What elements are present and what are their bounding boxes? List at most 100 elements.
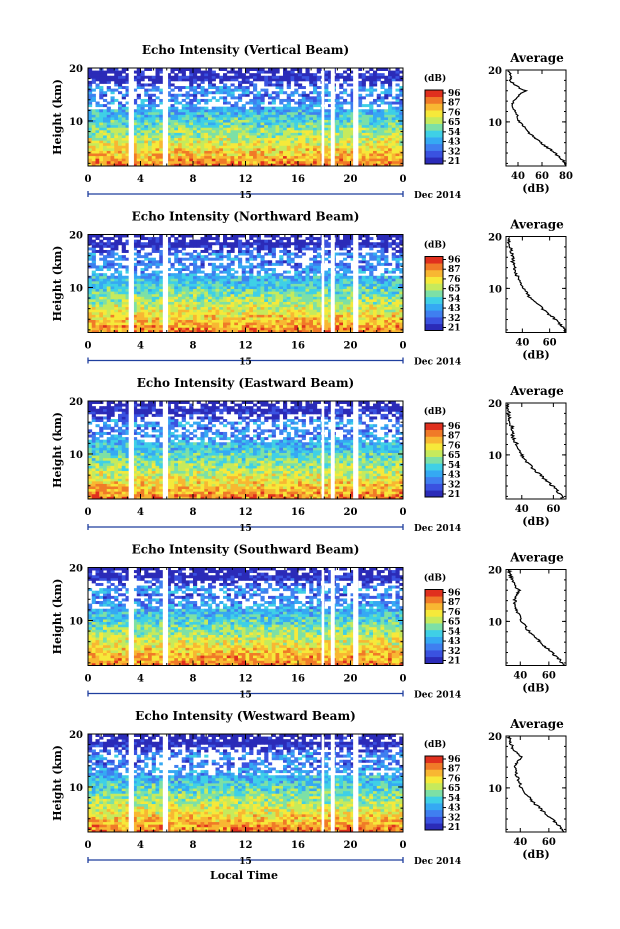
heatmap-cell <box>189 288 194 292</box>
heatmap-cell <box>155 244 160 248</box>
heatmap-cell <box>290 257 295 261</box>
heatmap-cell <box>170 301 175 305</box>
heatmap-cell <box>114 319 119 323</box>
heatmap-cell <box>358 124 363 128</box>
heatmap-cell <box>174 304 179 308</box>
heatmap-cell <box>189 129 194 133</box>
heatmap-cell <box>133 314 138 318</box>
heatmap-cell <box>226 283 231 287</box>
heatmap-cell <box>286 135 291 139</box>
heatmap-cell <box>313 247 318 251</box>
heatmap-cell <box>118 127 123 131</box>
heatmap-cell <box>264 244 269 248</box>
heatmap-cell <box>91 280 96 284</box>
heatmap-cell <box>294 273 299 277</box>
heatmap-cell <box>283 322 288 326</box>
heatmap-cell <box>238 283 243 287</box>
heatmap-cell <box>271 324 276 328</box>
heatmap-cell <box>395 101 400 105</box>
heatmap-cell <box>144 147 149 151</box>
heatmap-cell <box>148 288 153 292</box>
heatmap-cell <box>271 278 276 282</box>
heatmap-cell <box>328 104 333 108</box>
heatmap-cell <box>253 255 258 259</box>
heatmap-cell <box>196 298 201 302</box>
heatmap-cell <box>196 124 201 128</box>
heatmap-cell <box>399 106 404 110</box>
heatmap-cell <box>95 244 100 248</box>
heatmap-cell <box>189 158 194 162</box>
heatmap-cell <box>159 124 164 128</box>
heatmap-cell <box>148 109 153 113</box>
heatmap-cell <box>328 155 333 159</box>
heatmap-cell <box>313 273 318 277</box>
heatmap-cell <box>324 304 329 308</box>
heatmap-cell <box>384 119 389 123</box>
heatmap-cell <box>256 311 261 315</box>
heatmap-cell <box>185 117 190 120</box>
heatmap-cell <box>140 78 145 82</box>
heatmap-cell <box>181 158 186 162</box>
heatmap-cell <box>193 117 198 120</box>
heatmap-cell <box>256 304 261 308</box>
heatmap-cell <box>106 122 111 126</box>
heatmap-cell <box>211 153 216 157</box>
heatmap-cell <box>399 137 404 141</box>
heatmap-cell <box>365 158 370 162</box>
heatmap-cell <box>346 117 351 120</box>
heatmap-cell <box>193 96 198 100</box>
heatmap-cell <box>91 111 96 115</box>
heatmap-cell <box>193 265 198 269</box>
heatmap-cell <box>305 293 310 297</box>
heatmap-cell <box>346 155 351 159</box>
heatmap-cell <box>170 96 175 100</box>
heatmap-cell <box>238 306 243 310</box>
heatmap-cell <box>121 137 126 141</box>
heatmap-cell <box>204 242 209 246</box>
heatmap-cell <box>155 286 160 290</box>
heatmap-cell <box>313 153 318 157</box>
heatmap-cell <box>148 160 153 164</box>
heatmap-cell <box>316 327 321 331</box>
heatmap-cell <box>358 109 363 113</box>
heatmap-cell <box>136 135 141 139</box>
heatmap-cell <box>170 291 175 295</box>
heatmap-cell <box>234 104 239 108</box>
heatmap-cell <box>380 111 385 115</box>
heatmap-cell <box>200 270 205 274</box>
heatmap-cell <box>253 324 258 328</box>
heatmap-cell <box>196 155 201 159</box>
heatmap-cell <box>215 91 220 95</box>
heatmap-cell <box>275 314 280 318</box>
heatmap-cell <box>399 150 404 154</box>
heatmap-cell <box>275 317 280 321</box>
heatmap-cell <box>305 98 310 102</box>
heatmap-cell <box>365 88 370 92</box>
heatmap-cell <box>226 150 231 154</box>
heatmap-cell <box>118 327 123 331</box>
heatmap-cell <box>241 304 246 308</box>
heatmap-cell <box>99 127 104 131</box>
heatmap-cell <box>238 132 243 136</box>
heatmap-cell <box>271 129 276 133</box>
heatmap-cell <box>136 117 141 120</box>
heatmap-cell <box>181 262 186 266</box>
heatmap-cell <box>238 296 243 300</box>
heatmap-cell <box>91 296 96 300</box>
heatmap-cell <box>99 280 104 284</box>
heatmap-cell <box>245 311 250 315</box>
heatmap-cell <box>144 163 149 167</box>
heatmap-cell <box>125 150 130 154</box>
heatmap-cell <box>391 122 396 126</box>
heatmap-cell <box>110 242 115 246</box>
heatmap-cell <box>268 106 273 110</box>
heatmap-cell <box>264 80 269 84</box>
heatmap-cell <box>200 158 205 162</box>
heatmap-cell <box>148 239 153 243</box>
heatmap-cell <box>309 268 314 272</box>
heatmap-cell <box>226 93 231 97</box>
heatmap-cell <box>399 70 404 74</box>
heatmap-cell <box>380 98 385 102</box>
heatmap-cell <box>121 150 126 154</box>
heatmap-cell <box>215 135 220 139</box>
